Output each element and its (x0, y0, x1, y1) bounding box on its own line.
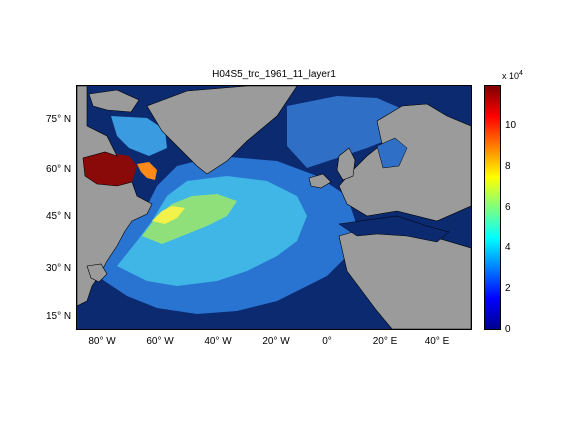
lat-label-15n: 15° N (46, 311, 72, 322)
baltic-sea (376, 137, 408, 169)
lat-label-30n: 30° N (46, 263, 72, 274)
iceland-land (308, 173, 332, 189)
labrador-current (137, 162, 157, 180)
colorbar-multiplier: x 104 (502, 70, 523, 81)
colorbar-tick-label: 2 (505, 283, 511, 295)
britain-land (336, 147, 356, 181)
nordic-seas (287, 96, 407, 168)
colorbar (484, 85, 501, 330)
florida-caribbean-land (86, 263, 108, 283)
lon-label-20w: 20° W (262, 336, 290, 347)
colorbar-tick-label: 0 (505, 324, 511, 335)
lat-label-75n: 75° N (46, 114, 72, 125)
europe-land (338, 103, 471, 222)
colorbar-tick-label: 6 (505, 201, 511, 213)
high-concentration-bay (83, 152, 137, 186)
lon-label-20e: 20° E (372, 336, 398, 347)
lat-label-45n: 45° N (46, 211, 72, 222)
tracer-plume-mid (117, 176, 307, 286)
arctic-islands-land (88, 89, 140, 113)
map-title: H04S5_trc_1961_11_layer1 (212, 69, 336, 80)
lat-label-60n: 60° N (46, 164, 72, 175)
tracer-core (152, 206, 185, 224)
lon-label-0: 0° (322, 336, 332, 347)
land (77, 86, 471, 329)
arctic-channel (111, 116, 167, 156)
map-plot-area (76, 85, 472, 330)
colorbar-tick-label: 8 (505, 160, 511, 172)
lon-label-60w: 60° W (146, 336, 174, 347)
greenland-land (146, 86, 298, 175)
tracer-plume-inner (142, 194, 237, 244)
lon-label-40e: 40° E (424, 336, 450, 347)
colorbar-tick-label: 4 (505, 242, 511, 254)
lon-label-40w: 40° W (204, 336, 232, 347)
mediterranean-sea (338, 215, 450, 243)
lon-label-80w: 80° W (88, 336, 116, 347)
colorbar-tick-label: 10 (505, 119, 517, 131)
